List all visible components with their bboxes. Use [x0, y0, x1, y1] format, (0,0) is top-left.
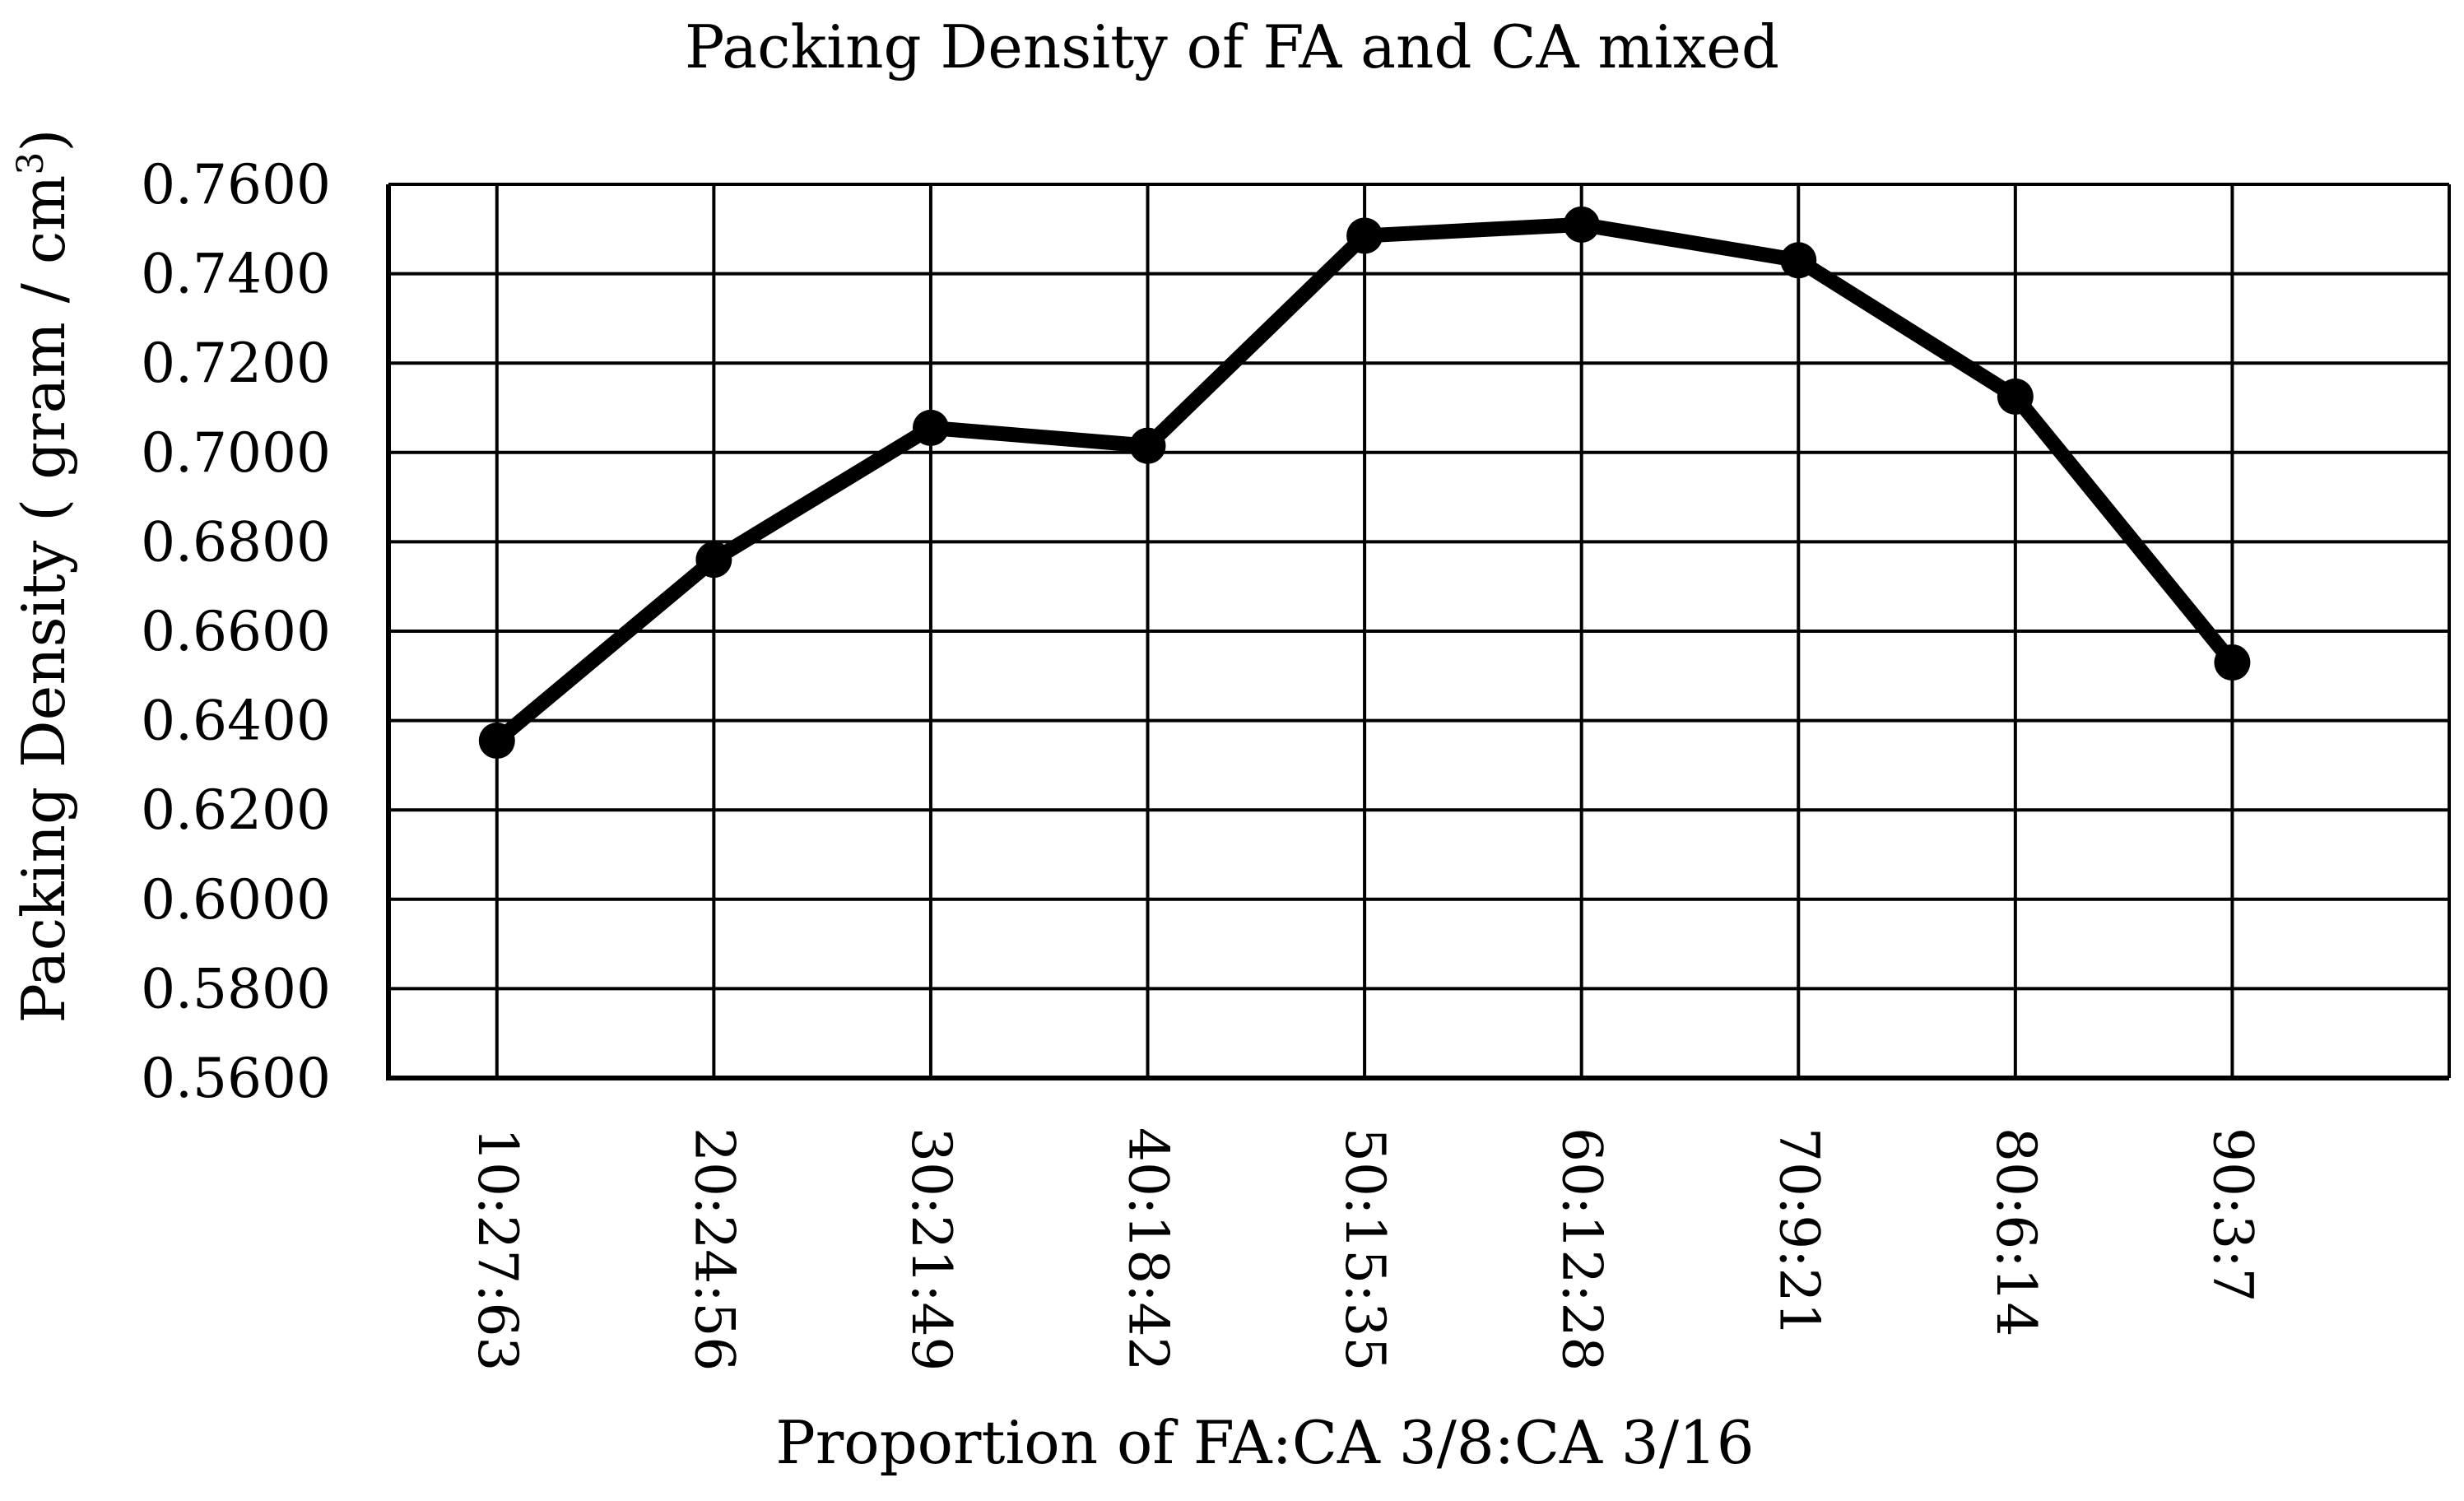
y-axis-label: Packing Density ( gram / cm3): [9, 128, 78, 1023]
y-tick-label: 0.7400: [141, 243, 331, 306]
x-axis-label: Proportion of FA:CA 3/8:CA 3/16: [775, 1408, 1754, 1477]
x-tick-label: 50:15:35: [1333, 1127, 1397, 1371]
x-tick-label: 30:21:49: [900, 1127, 963, 1371]
data-point: [912, 409, 949, 446]
y-axis-label-close: ): [9, 128, 78, 151]
y-tick-label: 0.6200: [141, 778, 331, 842]
data-point: [1129, 427, 1166, 464]
data-point: [1563, 206, 1600, 243]
y-axis-label-main: Packing Density ( gram / cm: [9, 175, 78, 1024]
chart-title: Packing Density of FA and CA mixed: [685, 12, 1779, 81]
series-packing-density: [478, 206, 2251, 760]
y-tick-label: 0.6800: [141, 510, 331, 574]
x-tick-label: 80:6:14: [1984, 1127, 2048, 1336]
x-tick-label: 20:24:56: [682, 1127, 746, 1371]
data-point: [478, 723, 515, 760]
y-tick-labels: 0.5600 0.5800 0.6000 0.6200 0.6400 0.6600 0.68…: [141, 153, 331, 1110]
y-tick-label: 0.5800: [141, 957, 331, 1020]
y-tick-label: 0.6000: [141, 868, 331, 932]
data-point: [1780, 242, 1817, 279]
y-tick-label: 0.7600: [141, 153, 331, 216]
axes: [386, 184, 2449, 1080]
data-point: [2214, 644, 2251, 681]
grid: [388, 183, 2451, 1078]
x-tick-label: 90:3:7: [2201, 1127, 2264, 1302]
y-tick-label: 0.7000: [141, 421, 331, 485]
data-point: [695, 541, 732, 579]
x-tick-label: 60:12:28: [1550, 1127, 1614, 1371]
data-point: [1346, 217, 1383, 254]
x-tick-label: 70:9:21: [1767, 1127, 1830, 1336]
y-tick-label: 0.6400: [141, 690, 331, 753]
y-tick-label: 0.5600: [141, 1047, 331, 1110]
x-tick-label: 10:27:63: [466, 1127, 529, 1371]
x-tick-labels: 10:27:63 20:24:56 30:21:49 40:18:42 50:15:35…: [466, 1127, 2265, 1371]
x-tick-label: 40:18:42: [1117, 1127, 1180, 1371]
y-axis-label-superscript: 3: [10, 152, 52, 175]
data-point: [1997, 378, 2034, 415]
y-tick-label: 0.7200: [141, 332, 331, 395]
y-tick-label: 0.6600: [141, 600, 331, 663]
